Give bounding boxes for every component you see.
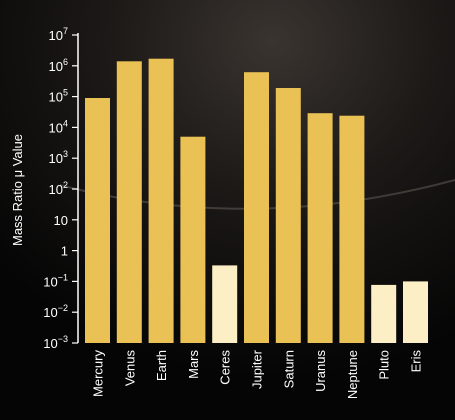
category-label-mercury: Mercury xyxy=(91,350,106,397)
bar-uranus xyxy=(307,113,333,343)
bar-saturn xyxy=(275,88,301,343)
category-label-saturn: Saturn xyxy=(281,350,296,388)
category-label-eris: Eris xyxy=(409,350,424,373)
bar-ceres xyxy=(212,265,238,343)
y-tick-label: 102 xyxy=(49,180,68,197)
y-tick-label: 106 xyxy=(49,57,68,74)
category-label-venus: Venus xyxy=(122,350,137,387)
bar-neptune xyxy=(339,115,365,343)
bar-pluto xyxy=(371,284,397,343)
category-label-mars: Mars xyxy=(186,350,201,379)
y-tick-label: 104 xyxy=(49,118,68,135)
category-label-jupiter: Jupiter xyxy=(250,349,265,389)
category-label-pluto: Pluto xyxy=(377,350,392,380)
y-tick-label: 1 xyxy=(61,244,68,259)
bar-earth xyxy=(148,58,174,343)
category-label-layer: Mercury Venus Earth Mars Ceres Jupiter Saturn U… xyxy=(91,349,424,399)
y-tick-label: 103 xyxy=(49,149,68,166)
y-tick-label: 10 xyxy=(54,213,68,228)
bar-mercury xyxy=(85,98,110,343)
bar-layer xyxy=(85,58,428,344)
category-label-ceres: Ceres xyxy=(218,350,233,385)
category-label-neptune: Neptune xyxy=(345,350,360,399)
axis-layer: 10−3 10−2 10−1 1 10 102 103 104 105 106 107 xyxy=(43,26,79,351)
bar-venus xyxy=(116,61,142,344)
y-tick-label: 107 xyxy=(49,26,68,43)
y-tick-label: 10−3 xyxy=(43,334,68,351)
category-label-earth: Earth xyxy=(154,350,169,381)
bar-mars xyxy=(180,136,206,343)
y-axis-label: Mass Ratio μ Value xyxy=(10,134,25,246)
category-label-uranus: Uranus xyxy=(313,350,328,392)
bar-jupiter xyxy=(244,72,269,343)
y-tick-label: 10−1 xyxy=(43,272,68,289)
bar-eris xyxy=(403,281,428,343)
y-tick-label: 10−2 xyxy=(43,303,68,320)
y-tick-label: 105 xyxy=(49,88,68,105)
